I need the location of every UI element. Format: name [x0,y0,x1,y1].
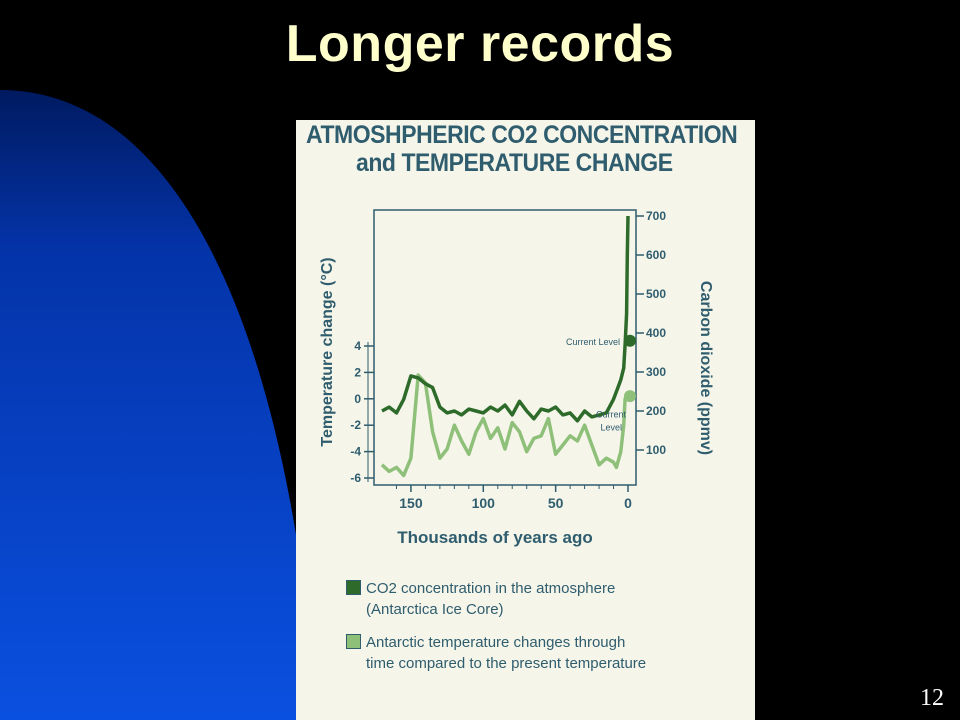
slide-title: Longer records [285,15,675,73]
co2-current-annotation: Current Level [566,337,620,347]
figure-panel: ATMOSHPHERIC CO2 CONCENTRATION and TEMPE… [296,120,755,720]
left-tick-label: 4 [354,339,361,353]
y-axis-label-right: Carbon dioxide (ppmv) [697,281,714,455]
right-tick-label: 700 [646,209,666,223]
chart-title: ATMOSHPHERIC CO2 CONCENTRATION [306,121,738,149]
x-tick-label: 0 [624,495,632,511]
right-tick-label: 100 [646,443,666,457]
legend-swatch-temperature [346,634,361,649]
y-axis-label-left: Temperature change (°C) [319,257,336,446]
legend-item-co2: CO2 concentration in the atmosphere (Ant… [346,578,616,620]
right-tick-label: 300 [646,365,666,379]
legend-temp-line1: Antarctic temperature changes through [366,634,626,651]
legend-co2-line1: CO2 concentration in the atmosphere [366,580,616,597]
legend-swatch-co2 [346,580,361,595]
co2-series-line [381,215,630,423]
left-tick-label: -4 [350,445,361,459]
co2-current-marker [624,334,636,347]
right-tick-label: 200 [646,404,666,418]
left-tick-label: -6 [350,471,361,485]
temperature-series-line [380,373,630,478]
temp-current-annotation-line1: Current [596,409,627,419]
legend-co2-line2: (Antarctica Ice Core) [366,601,504,618]
legend-item-temperature: Antarctic temperature changes through ti… [346,632,647,674]
x-tick-label: 100 [472,495,496,511]
x-axis-label: Thousands of years ago [397,528,593,547]
x-tick-label: 150 [399,495,423,511]
left-tick-label: 0 [354,392,361,406]
right-tick-label: 600 [646,248,666,262]
x-tick-label: 50 [548,495,564,511]
chart: Current Level Current Level 4 2 0 -2 -4 -6 700 60… [319,209,714,547]
plot-area [373,209,637,486]
temp-current-marker [624,390,636,403]
slide-number: 12 [920,685,944,711]
chart-subtitle: and TEMPERATURE CHANGE [356,149,673,177]
temp-current-annotation-line2: Level [600,422,622,432]
legend-temp-line2: time compared to the present temperature [366,655,647,672]
left-tick-label: 2 [354,365,361,379]
right-tick-label: 500 [646,287,666,301]
right-tick-label: 400 [646,326,666,340]
left-tick-label: -2 [350,418,361,432]
